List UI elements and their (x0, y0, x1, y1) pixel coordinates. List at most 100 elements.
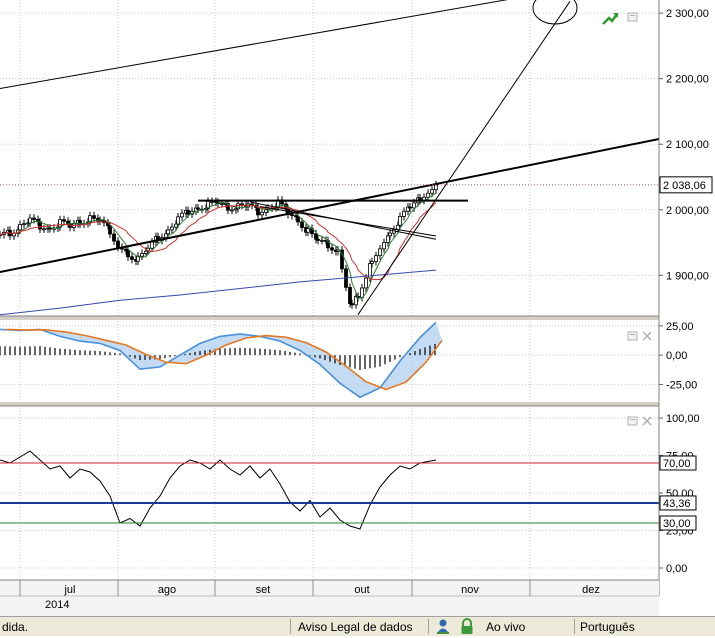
moving-average-mid (0, 202, 437, 281)
window-restore-icon[interactable] (627, 12, 638, 22)
candle-body (236, 203, 240, 210)
candle-body (296, 216, 300, 223)
rsi-line (0, 450, 437, 530)
candle-body (180, 212, 184, 218)
candle-body (166, 229, 170, 235)
candle-body (176, 216, 180, 225)
axis-tick-label: 2 300,00 (666, 8, 709, 20)
candle-body (412, 202, 416, 209)
candle-body (396, 224, 400, 230)
language-selector[interactable]: Português (580, 620, 635, 634)
rsi-level-box (659, 515, 697, 531)
candle-body (320, 239, 324, 242)
live-status: Ao vivo (486, 620, 526, 634)
status-separator (428, 619, 429, 634)
candle-body (350, 303, 354, 306)
candle-body (196, 207, 200, 210)
candle-body (186, 210, 190, 215)
close-icon[interactable] (642, 331, 652, 341)
candle-body (386, 235, 390, 243)
candle-body (88, 215, 92, 223)
candle-body (140, 253, 144, 257)
candle-body (260, 211, 264, 216)
panel-splitter-1[interactable] (0, 316, 715, 320)
candle-body (300, 221, 304, 228)
candle-body (402, 210, 406, 217)
window-restore-icon[interactable] (627, 416, 638, 426)
window-restore-icon[interactable] (627, 331, 638, 341)
candle-body (22, 223, 26, 226)
rsi-level-label: 70,00 (663, 458, 691, 470)
month-label: set (256, 584, 271, 596)
candle-body (42, 228, 46, 231)
candle-body (426, 192, 430, 198)
candle-body (434, 184, 438, 191)
candle-body (108, 225, 112, 235)
candle-body (170, 226, 174, 231)
trendline[interactable] (0, 138, 660, 274)
panel-splitter-2[interactable] (0, 402, 715, 406)
candle-body (48, 227, 52, 230)
rsi-level-label: 30,00 (663, 518, 691, 530)
series (0, 0, 660, 530)
candle-body (112, 233, 116, 242)
candle-body (314, 233, 318, 240)
axis-tick-label: 2 100,00 (666, 139, 709, 151)
axis-tick-label: 0,00 (666, 350, 687, 362)
trendline[interactable] (0, 0, 520, 89)
price-panel (0, 0, 659, 316)
candle-body (316, 238, 320, 241)
macd-line (0, 321, 437, 399)
axis-labels: 2 300,00 2 200,00 2 100,00 2 000,00 1 900,00… (19, 8, 713, 611)
trend-up-icon[interactable] (602, 13, 619, 25)
person-globe-icon[interactable] (435, 618, 451, 638)
candle-body (58, 219, 62, 228)
candle-body (290, 214, 294, 217)
candle-body (388, 232, 392, 237)
rsi-panel (0, 406, 659, 580)
candle-body (326, 240, 330, 249)
value-axis (659, 0, 715, 616)
year-label: 2014 (45, 599, 69, 611)
month-label: dez (582, 584, 600, 596)
lock-icon[interactable] (459, 618, 475, 638)
candle-body (220, 203, 224, 205)
signal-line (5, 328, 443, 391)
status-text: dida. (2, 620, 29, 634)
candle-body (382, 242, 386, 250)
candle-body (370, 261, 374, 264)
trendline[interactable] (249, 201, 437, 240)
trendline[interactable] (357, 1, 571, 315)
candle-body (364, 277, 368, 289)
candle-body (116, 240, 120, 248)
month-label: nov (461, 584, 479, 596)
month-label: out (354, 584, 369, 596)
axis-tick-label: 0,00 (666, 563, 687, 575)
candle-body (374, 255, 378, 263)
candle-body (398, 215, 402, 226)
candle-body (226, 203, 230, 211)
candle-body (340, 249, 344, 270)
candle-body (378, 248, 382, 257)
status-separator (574, 619, 575, 634)
legal-notice-link[interactable]: Aviso Legal de dados (298, 620, 413, 634)
month-label: jul (63, 584, 75, 596)
candle-body (126, 250, 130, 258)
candle-body (92, 215, 96, 219)
rsi-level-box (659, 495, 697, 511)
close-icon[interactable] (642, 416, 652, 426)
month-label: ago (158, 584, 176, 596)
candle-body (32, 217, 36, 220)
candle-body (408, 206, 412, 209)
ellipse-annotation[interactable] (532, 0, 578, 25)
candle-body (330, 247, 334, 251)
status-bar: dida. Aviso Legal de dados Ao vivo Portu… (0, 616, 715, 636)
candle-body (130, 256, 134, 260)
candle-body (0, 234, 2, 237)
moving-average-slow (0, 269, 437, 316)
axis-tick-label: 25,00 (666, 321, 694, 333)
rsi-level-box (659, 455, 697, 471)
axis-tick-label: 2 000,00 (666, 205, 709, 217)
grid (0, 0, 659, 580)
